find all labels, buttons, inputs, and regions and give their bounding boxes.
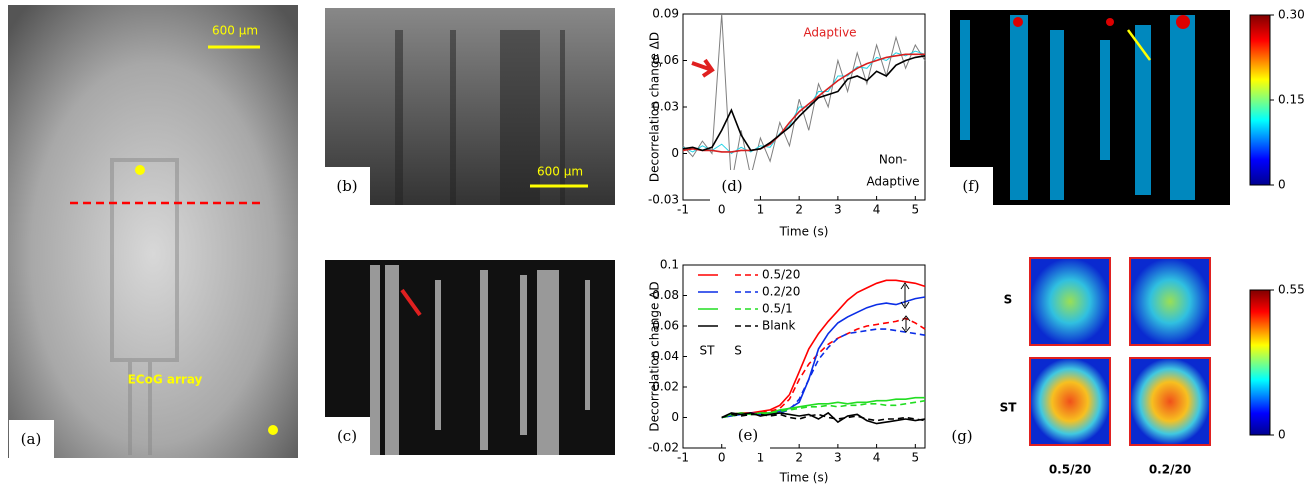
series-line — [721, 317, 926, 419]
colorbar — [1249, 289, 1271, 436]
panel-label: (e) — [738, 426, 759, 444]
x-tick-label: -1 — [677, 451, 689, 465]
annotation: S — [734, 344, 742, 358]
y-tick-label: 0.1 — [660, 258, 679, 272]
colorbar-tick-label: 0 — [1278, 178, 1286, 192]
label-box — [9, 420, 54, 458]
series-line — [682, 55, 926, 152]
row-label: ST — [1000, 401, 1018, 415]
arrow — [1126, 29, 1152, 61]
x-tick-label: 0 — [718, 451, 726, 465]
annotation: Non- — [879, 153, 907, 167]
annotation: Adaptive — [803, 26, 856, 40]
x-tick-label: 1 — [757, 451, 765, 465]
x-tick-label: 4 — [873, 451, 881, 465]
caption: ECoG array — [128, 373, 203, 387]
legend-label: Blank — [762, 319, 796, 333]
heatmap — [1129, 257, 1211, 346]
y-axis-label: Decorrelation change ΔD — [648, 281, 662, 431]
heatmap — [1029, 257, 1111, 346]
x-tick-label: 5 — [911, 203, 919, 217]
annotation: ST — [700, 344, 716, 358]
y-tick-label: 0.06 — [652, 53, 679, 67]
label-box — [325, 167, 370, 205]
y-tick-label: 0.02 — [652, 380, 679, 394]
y-tick-label: 0.09 — [652, 7, 679, 21]
label-box — [710, 170, 754, 204]
y-tick-label: 0.03 — [652, 100, 679, 114]
panel-label: (b) — [336, 177, 357, 195]
x-tick-label: 2 — [795, 451, 803, 465]
colorbar-tick-label: 0.15 — [1278, 93, 1305, 107]
panel-label: (c) — [337, 427, 357, 445]
x-tick-label: -1 — [677, 203, 689, 217]
legend-label: 0.5/20 — [762, 268, 800, 282]
series-line — [682, 53, 925, 153]
x-tick-label: 5 — [911, 451, 919, 465]
arrow — [691, 58, 715, 78]
column-label: 0.5/20 — [1049, 463, 1091, 477]
legend-label: 0.2/20 — [762, 285, 800, 299]
panel-label: (a) — [21, 430, 42, 448]
x-tick-label: 4 — [873, 203, 881, 217]
x-tick-label: 2 — [795, 203, 803, 217]
marker — [268, 425, 278, 435]
x-axis-label: Time (s) — [779, 225, 829, 239]
y-tick-label: 0.06 — [652, 319, 679, 333]
colorbar-tick-label: 0.30 — [1278, 8, 1305, 22]
x-tick-label: 0 — [718, 203, 726, 217]
panel-label: (f) — [962, 177, 979, 195]
y-axis-label: Decorrelation change ΔD — [648, 32, 662, 182]
x-tick-label: 3 — [834, 203, 842, 217]
double-arrow — [901, 315, 911, 333]
y-tick-label: 0 — [671, 410, 679, 424]
oct-image — [325, 8, 615, 205]
legend-label: 0.5/1 — [762, 302, 793, 316]
y-tick-label: 0.08 — [652, 288, 679, 302]
colorbar-tick-label: 0.55 — [1278, 283, 1305, 297]
y-tick-label: -0.02 — [648, 441, 679, 455]
x-tick-label: 3 — [834, 451, 842, 465]
plot-frame — [682, 264, 926, 449]
scale-label: 600 µm — [212, 24, 258, 38]
double-arrow — [900, 282, 910, 309]
panel-label: (g) — [951, 427, 972, 445]
label-box — [950, 167, 993, 205]
x-axis-label: Time (s) — [779, 471, 829, 485]
brain-image — [8, 5, 298, 458]
column-label: 0.2/20 — [1149, 463, 1191, 477]
series-line — [721, 413, 926, 422]
arrow — [400, 288, 422, 317]
annotation: Adaptive — [866, 175, 919, 189]
heatmap — [1029, 357, 1111, 446]
y-tick-label: -0.03 — [648, 193, 679, 207]
y-tick-label: 0 — [671, 146, 679, 160]
label-box — [726, 419, 770, 453]
panel-label: (d) — [721, 177, 742, 195]
scale-label: 600 µm — [537, 165, 583, 179]
series-line — [721, 279, 926, 419]
row-label: S — [1004, 293, 1013, 307]
y-tick-label: 0.04 — [652, 349, 679, 363]
label-box — [325, 417, 370, 455]
colorbar — [1249, 14, 1271, 186]
colorbar-tick-label: 0 — [1278, 428, 1286, 442]
x-tick-label: 1 — [757, 203, 765, 217]
marker — [135, 165, 145, 175]
series-line — [682, 13, 926, 185]
heatmap — [1129, 357, 1211, 446]
